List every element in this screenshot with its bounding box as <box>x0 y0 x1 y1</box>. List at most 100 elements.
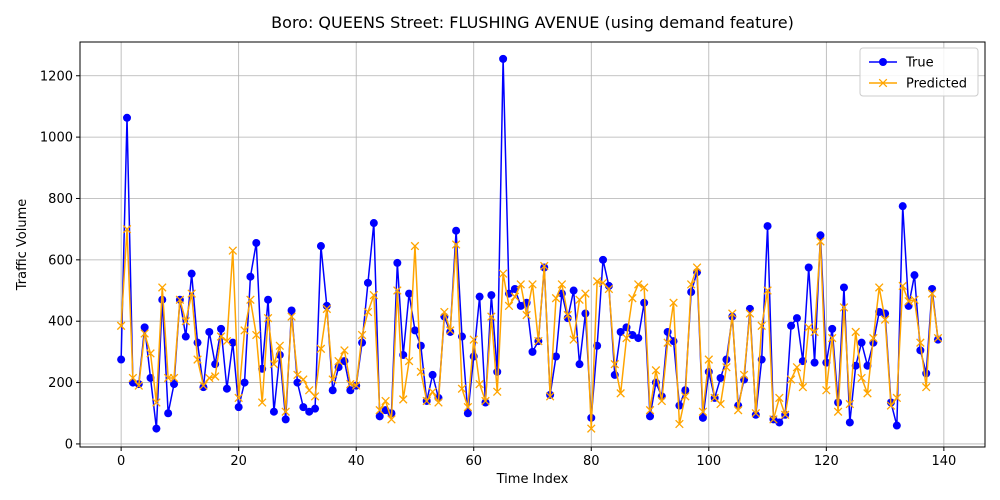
y-tick-label: 600 <box>48 253 73 268</box>
data-point <box>692 263 702 272</box>
data-point <box>569 286 578 295</box>
data-point <box>728 309 737 318</box>
data-point <box>622 333 631 343</box>
data-point <box>827 333 837 343</box>
data-point <box>322 304 332 314</box>
data-point <box>857 338 866 347</box>
data-point <box>205 327 214 336</box>
data-point <box>405 289 414 298</box>
data-point <box>716 373 725 382</box>
data-point <box>122 224 132 234</box>
data-point <box>216 332 226 341</box>
data-point <box>305 407 314 416</box>
data-point <box>792 362 802 372</box>
data-point <box>222 336 232 346</box>
data-point <box>763 222 772 231</box>
data-point <box>481 398 490 407</box>
data-point <box>475 379 484 389</box>
data-point <box>933 333 943 343</box>
data-point <box>739 370 749 380</box>
data-point <box>287 306 296 315</box>
data-point <box>587 424 596 433</box>
data-point <box>152 424 161 433</box>
x-tick-label: 40 <box>348 454 365 469</box>
data-point <box>698 413 707 422</box>
data-point <box>357 330 367 340</box>
x-tick-label: 0 <box>117 454 125 469</box>
data-point <box>387 415 396 424</box>
data-point <box>933 335 942 344</box>
data-point <box>140 323 149 332</box>
data-point <box>898 281 907 291</box>
data-point <box>628 293 637 303</box>
data-point <box>452 226 461 235</box>
data-point <box>440 307 449 317</box>
data-point <box>116 321 126 331</box>
data-point <box>293 378 302 387</box>
legend: True Predicted <box>859 47 979 97</box>
data-point <box>804 263 813 272</box>
data-point <box>639 283 649 292</box>
data-point <box>839 303 849 312</box>
axes: 0 20 40 60 80 100 120 140 0 200 400 600 800 1000 1200 <box>40 41 986 469</box>
data-point <box>686 280 696 289</box>
x-tick-label: 120 <box>814 454 839 469</box>
grid-lines <box>80 42 985 447</box>
x-tick-label: 20 <box>230 454 247 469</box>
data-point <box>616 389 625 398</box>
data-point <box>416 341 425 350</box>
data-point <box>463 402 473 412</box>
data-point <box>328 375 337 384</box>
data-point <box>722 362 731 372</box>
y-tick-label: 400 <box>48 315 73 330</box>
data-point <box>816 237 825 246</box>
data-point <box>928 284 937 293</box>
data-point <box>257 398 267 407</box>
x-tick-label: 80 <box>583 454 600 469</box>
series-predicted <box>116 224 943 433</box>
data-point <box>299 403 308 412</box>
data-point <box>457 384 467 393</box>
legend-box <box>859 47 979 97</box>
data-point <box>152 398 161 407</box>
data-point <box>663 338 672 347</box>
data-point <box>446 327 455 336</box>
data-point <box>252 330 261 340</box>
data-point <box>516 280 526 289</box>
data-point <box>199 381 208 390</box>
series-line <box>120 58 939 430</box>
y-tick-label: 0 <box>65 437 73 452</box>
data-point <box>722 355 731 364</box>
data-point <box>851 327 860 337</box>
data-point <box>393 258 402 267</box>
data-point <box>181 316 191 326</box>
data-point <box>346 386 355 395</box>
data-point <box>863 389 872 398</box>
data-point <box>751 408 761 418</box>
data-point <box>616 327 625 336</box>
data-point <box>833 407 843 416</box>
data-point <box>898 202 907 211</box>
data-point <box>128 373 138 383</box>
data-point <box>269 359 279 369</box>
data-point <box>581 309 590 318</box>
data-point <box>822 358 831 367</box>
data-point <box>234 403 243 412</box>
data-point <box>828 324 837 333</box>
data-point <box>839 283 848 292</box>
data-point <box>810 327 819 337</box>
data-point <box>240 326 249 335</box>
legend-marker <box>879 58 887 66</box>
data-point <box>381 396 390 406</box>
data-point <box>404 356 414 366</box>
data-point <box>504 301 514 311</box>
data-point <box>170 380 179 389</box>
data-point <box>269 407 278 416</box>
data-point <box>757 321 766 331</box>
data-point <box>845 418 854 427</box>
data-point <box>469 335 478 344</box>
legend-marker <box>878 78 888 88</box>
data-point <box>551 293 561 303</box>
chart-title: Boro: QUEENS Street: FLUSHING AVENUE (us… <box>271 13 794 32</box>
